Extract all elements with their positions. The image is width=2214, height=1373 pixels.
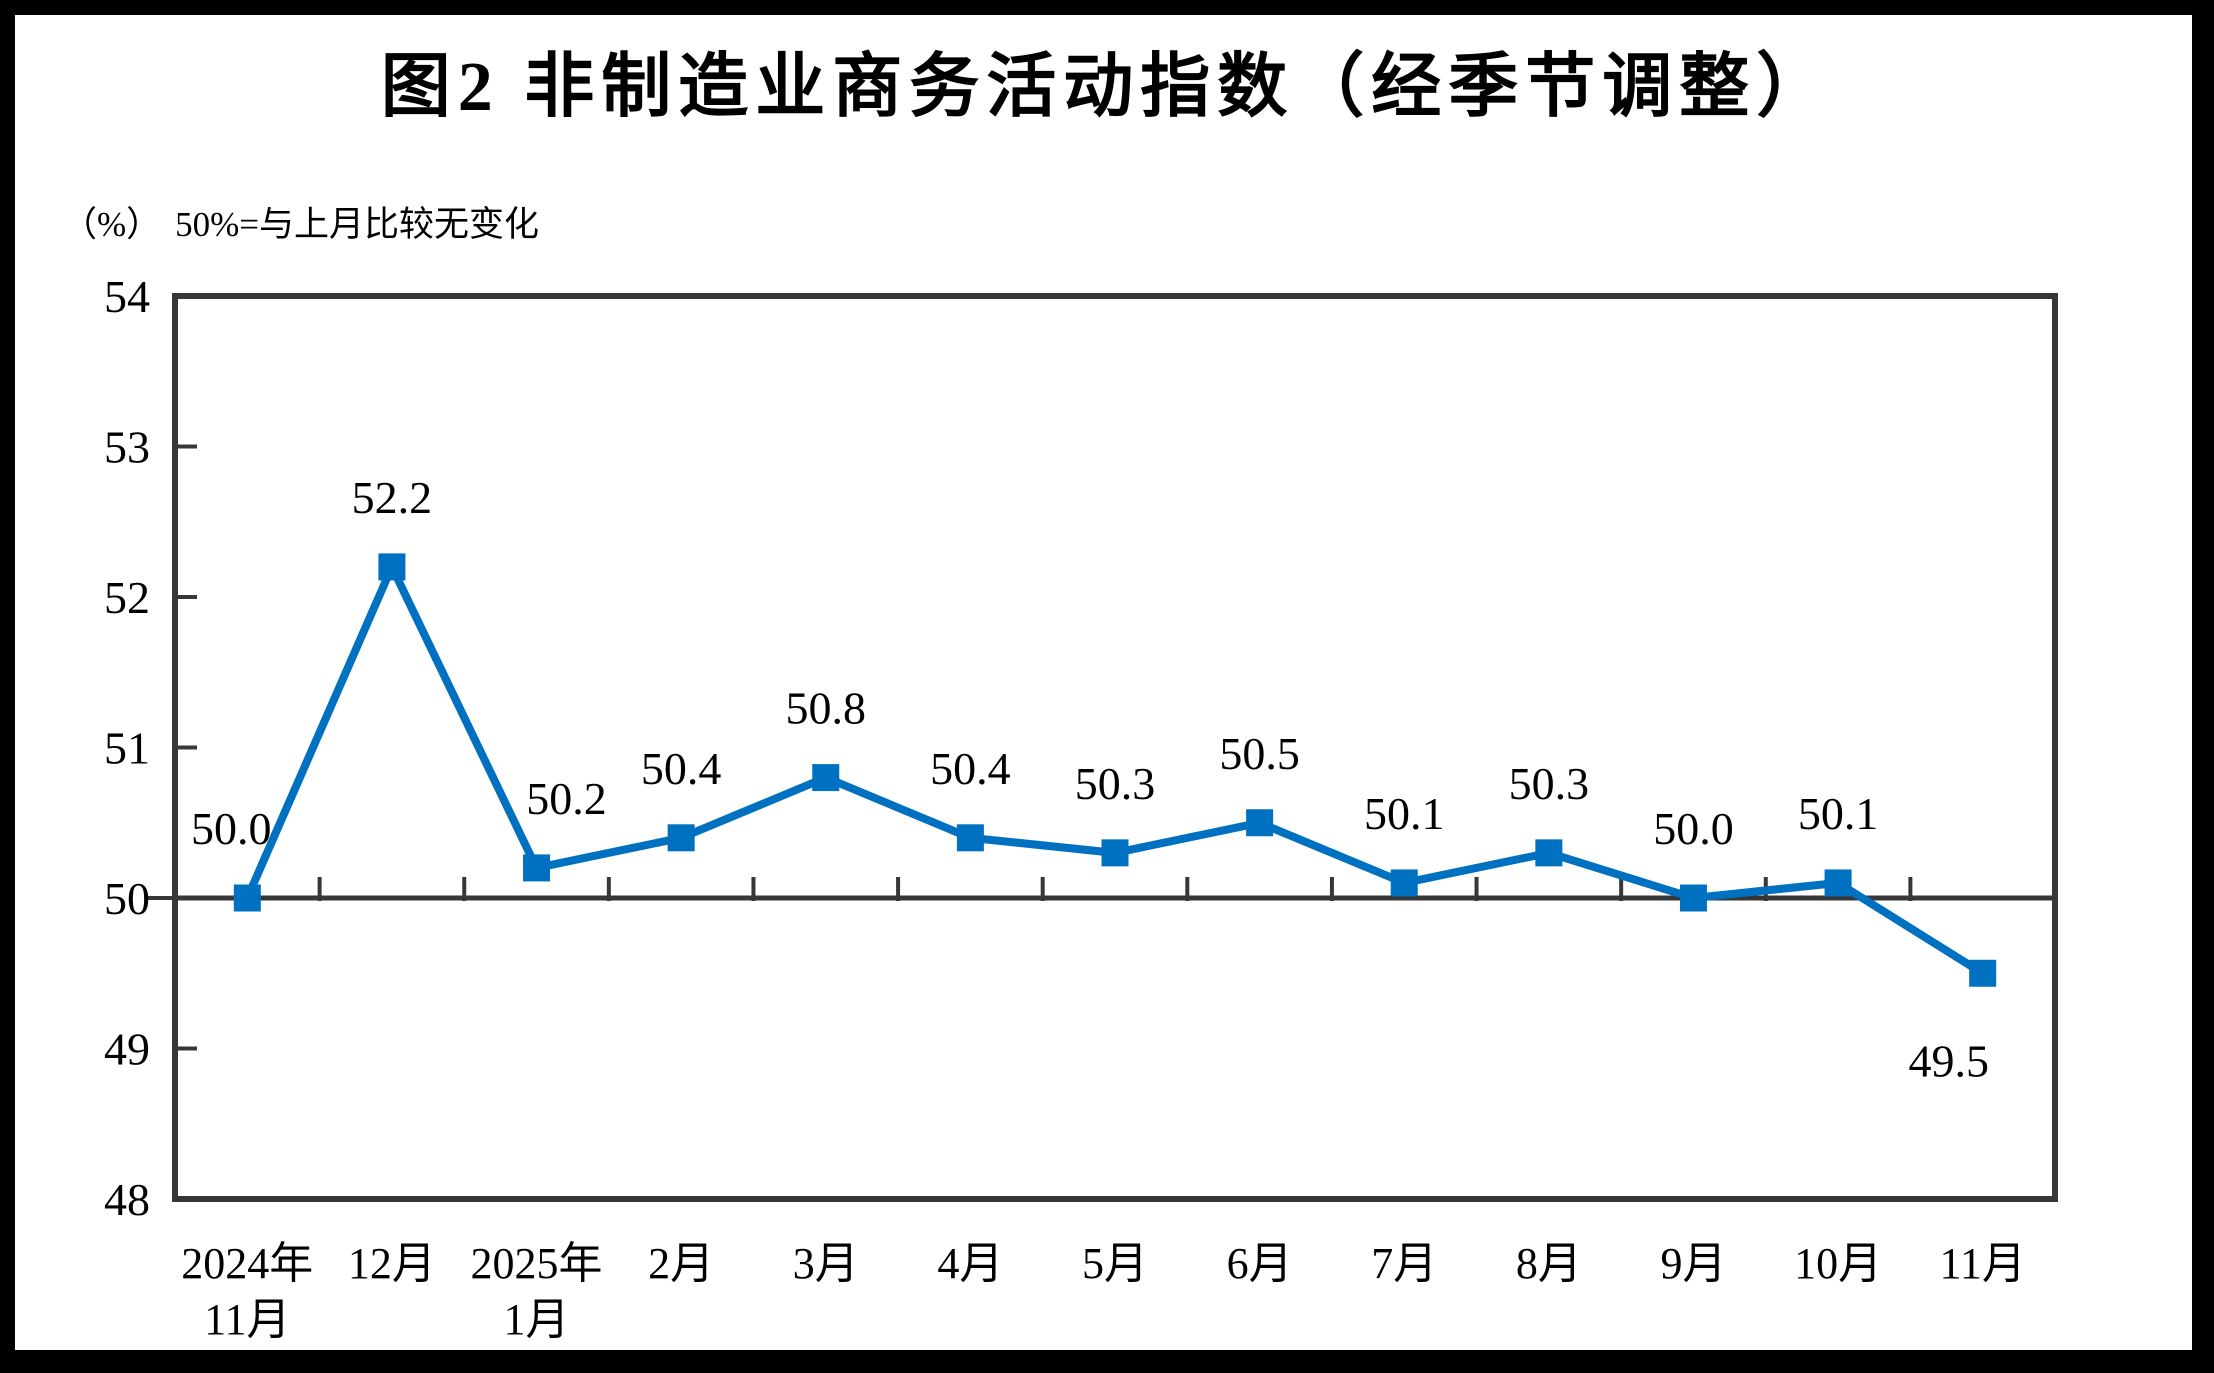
data-point-10月 [1824, 869, 1852, 897]
y-axis-label-48: 48 [104, 1174, 150, 1225]
data-point-2025年1月 [523, 854, 551, 882]
data-label-12月: 52.2 [352, 472, 433, 523]
x-axis-label-7月: 7月 [1371, 1239, 1437, 1288]
x-axis-label-9月: 9月 [1660, 1239, 1726, 1288]
data-label-4月: 50.4 [930, 743, 1011, 794]
data-label-2月: 50.4 [641, 743, 722, 794]
x-axis-label-2024年11月: 2024年 [181, 1239, 313, 1288]
data-label-8月: 50.3 [1509, 758, 1590, 809]
data-point-8月 [1535, 839, 1563, 867]
x-axis-label-11月: 11月 [1940, 1239, 2026, 1288]
x-axis-label-8月: 8月 [1516, 1239, 1582, 1288]
data-label-7月: 50.1 [1364, 788, 1445, 839]
data-label-2024年11月: 50.0 [191, 803, 272, 854]
y-axis-label-54: 54 [104, 271, 150, 322]
data-label-2025年1月: 50.2 [526, 773, 607, 824]
data-point-6月 [1246, 809, 1274, 837]
data-label-5月: 50.3 [1075, 758, 1156, 809]
data-point-2024年11月 [233, 884, 261, 912]
data-point-7月 [1390, 869, 1418, 897]
data-point-11月 [1969, 959, 1997, 987]
x-axis-label-5月: 5月 [1082, 1239, 1148, 1288]
x-axis-label2-2024年11月: 11月 [204, 1295, 290, 1344]
x-axis-label-6月: 6月 [1227, 1239, 1293, 1288]
data-label-9月: 50.0 [1653, 803, 1734, 854]
unit-label: （%） [62, 205, 162, 244]
x-axis-label-2025年1月: 2025年 [471, 1239, 603, 1288]
y-axis-label-50: 50 [104, 873, 150, 924]
data-point-3月 [812, 764, 840, 792]
data-point-2月 [667, 824, 695, 852]
data-label-11月: 49.5 [1908, 1035, 1989, 1086]
x-axis-label-10月: 10月 [1794, 1239, 1882, 1288]
x-axis-label-4月: 4月 [937, 1239, 1003, 1288]
x-axis-label-12月: 12月 [348, 1239, 436, 1288]
data-point-12月 [378, 553, 406, 581]
y-axis-label-53: 53 [104, 422, 150, 473]
data-label-10月: 50.1 [1798, 788, 1879, 839]
reference-note: 50%=与上月比较无变化 [175, 205, 540, 244]
data-label-6月: 50.5 [1219, 728, 1300, 779]
axis-unit-note: （%） 50%=与上月比较无变化 [62, 196, 539, 247]
data-point-4月 [956, 824, 984, 852]
x-axis-label-3月: 3月 [793, 1239, 859, 1288]
data-point-5月 [1101, 839, 1129, 867]
x-axis-label-2月: 2月 [648, 1239, 714, 1288]
data-point-9月 [1679, 884, 1707, 912]
x-axis-label2-2025年1月: 1月 [504, 1295, 570, 1344]
y-axis-label-51: 51 [104, 723, 150, 774]
y-axis-label-52: 52 [104, 572, 150, 623]
chart-title: 图2 非制造业商务活动指数（经季节调整） [380, 49, 1834, 126]
y-axis-label-49: 49 [104, 1024, 150, 1075]
plot-area-border [172, 293, 2058, 1202]
data-label-3月: 50.8 [786, 683, 867, 734]
